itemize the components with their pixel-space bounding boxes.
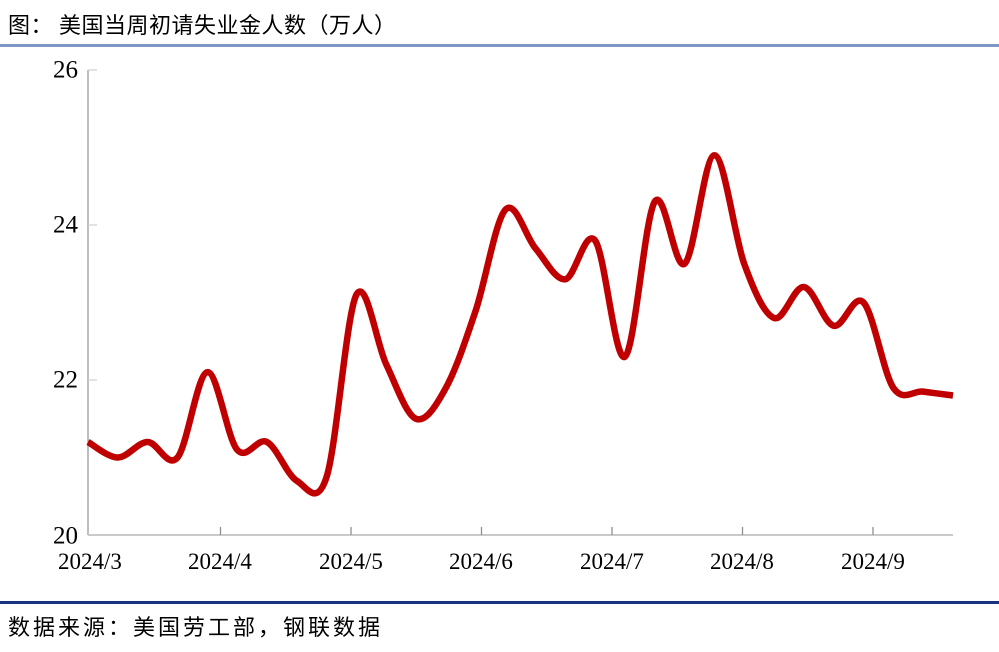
x-tick-label: 2024/4: [188, 549, 252, 574]
x-tick-label: 2024/9: [841, 549, 905, 574]
x-tick-label: 2024/5: [319, 549, 383, 574]
chart-area: 26 24 22 20 2024/3 2024/4 2024/5 2024/6 …: [53, 56, 954, 574]
title-divider: [0, 44, 999, 47]
source-note: 数据来源：美国劳工部，钢联数据: [8, 615, 384, 640]
y-tick-label: 22: [53, 366, 78, 394]
x-tick-label: 2024/3: [58, 549, 122, 574]
y-tick-label: 26: [53, 56, 78, 84]
footer-divider: [0, 601, 999, 604]
y-tick-label: 20: [53, 522, 78, 550]
chart-title: 图： 美国当周初请失业金人数（万人）: [8, 13, 397, 38]
y-tick-label: 24: [53, 211, 78, 239]
x-tick-label: 2024/6: [449, 549, 513, 574]
x-tick-label: 2024/7: [580, 549, 644, 574]
x-tick-label: 2024/8: [710, 549, 774, 574]
line-plot: [86, 69, 954, 536]
